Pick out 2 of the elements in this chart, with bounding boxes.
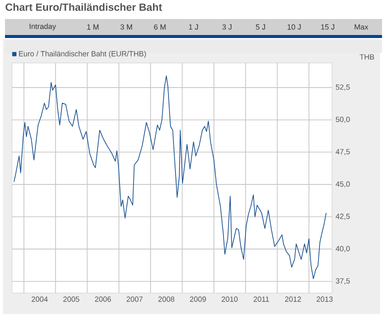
chart-title: Chart Euro/Thailändischer Baht — [6, 3, 162, 11]
line-series — [14, 76, 327, 280]
